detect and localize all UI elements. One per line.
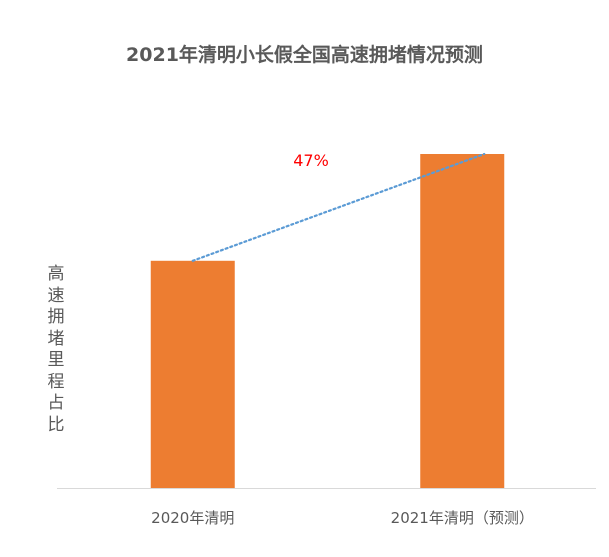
- x-tick-label: 2020年清明: [151, 509, 234, 527]
- bar-2: [420, 154, 505, 488]
- x-tick-label: 2021年清明（预测）: [391, 509, 534, 527]
- y-axis-label: 高速拥堵里程占比: [47, 264, 65, 435]
- trendline: [191, 152, 486, 262]
- bar-1: [150, 260, 235, 488]
- chart-title: 2021年清明小长假全国高速拥堵情况预测: [126, 44, 483, 66]
- growth-annotation: 47%: [293, 151, 329, 170]
